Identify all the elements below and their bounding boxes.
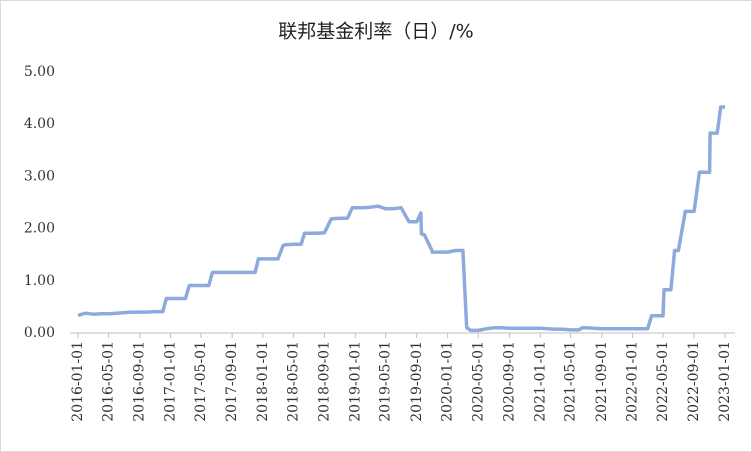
- y-tick-label: 4.00: [24, 116, 55, 132]
- chart-title: 联邦基金利率（日）/%: [278, 21, 473, 43]
- x-tick-label: 2021-01-01: [532, 341, 548, 422]
- x-tick-label: 2022-05-01: [655, 341, 671, 422]
- x-tick-label: 2016-01-01: [70, 341, 86, 422]
- x-tick-label: 2017-05-01: [193, 341, 209, 422]
- x-tick-label: 2016-09-01: [132, 341, 148, 422]
- x-tick-label: 2016-05-01: [101, 341, 117, 422]
- x-tick-label: 2020-05-01: [470, 341, 486, 422]
- x-tick-label: 2017-09-01: [224, 341, 240, 422]
- x-tick-label: 2018-01-01: [255, 341, 271, 422]
- x-tick-label: 2019-09-01: [409, 341, 425, 422]
- y-tick-label: 0.00: [24, 325, 55, 341]
- x-tick-label: 2019-05-01: [378, 341, 394, 422]
- y-tick-label: 2.00: [24, 221, 55, 237]
- x-tick-label: 2022-09-01: [686, 341, 702, 422]
- x-tick-label: 2023-01-01: [717, 341, 733, 422]
- y-tick-label: 1.00: [24, 273, 55, 289]
- y-tick-label: 5.00: [24, 64, 55, 80]
- y-tick-label: 3.00: [24, 168, 55, 184]
- x-tick-label: 2019-01-01: [347, 341, 363, 422]
- x-tick-label: 2017-01-01: [163, 341, 179, 422]
- data-line: [77, 105, 725, 333]
- x-tick-label: 2021-05-01: [563, 341, 579, 422]
- x-tick-label: 2018-09-01: [316, 341, 332, 422]
- x-tick-label: 2020-01-01: [440, 341, 456, 422]
- x-tick-label: 2021-09-01: [594, 341, 610, 422]
- x-tick-label: 2018-05-01: [285, 341, 301, 422]
- x-tick-label: 2022-01-01: [625, 341, 641, 422]
- x-tick-label: 2020-09-01: [501, 341, 517, 422]
